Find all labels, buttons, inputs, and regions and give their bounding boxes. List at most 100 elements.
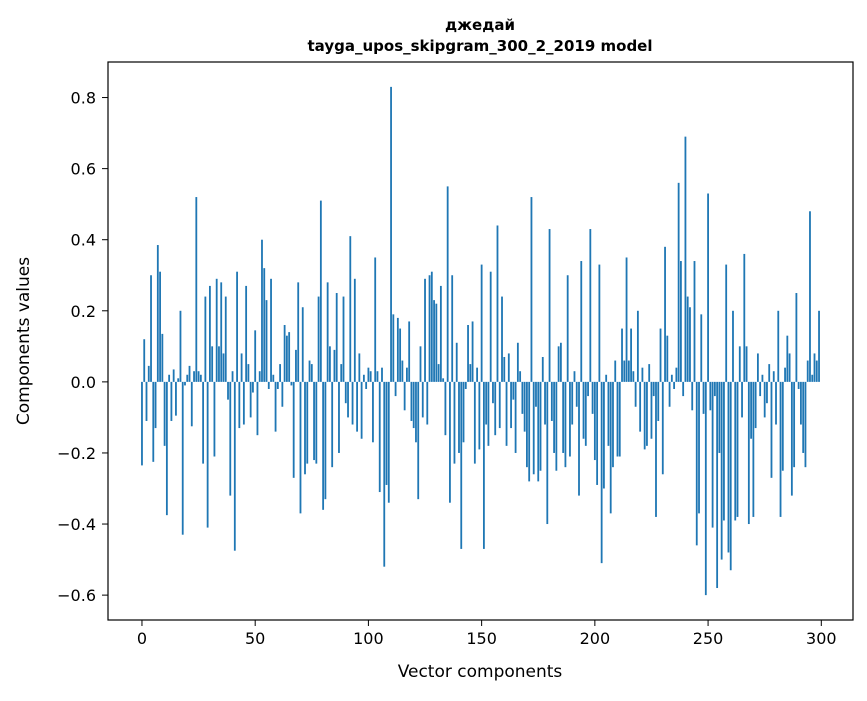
- bar: [471, 321, 474, 382]
- x-tick-label: 250: [693, 629, 724, 648]
- bar: [713, 381, 716, 397]
- bar: [313, 381, 315, 461]
- bar: [222, 353, 225, 382]
- bar: [634, 381, 637, 407]
- bar: [462, 381, 465, 443]
- bar: [247, 364, 250, 382]
- bar: [775, 381, 777, 425]
- bar: [593, 381, 596, 461]
- bar: [338, 381, 340, 453]
- bar: [344, 381, 347, 404]
- bar: [761, 374, 764, 382]
- bar: [684, 136, 687, 382]
- bar: [285, 335, 288, 382]
- bar: [231, 371, 234, 382]
- bar: [372, 381, 374, 443]
- bar: [612, 381, 614, 468]
- x-tick-label: 100: [353, 629, 384, 648]
- bar: [378, 381, 381, 493]
- bar: [659, 328, 662, 382]
- x-tick-label: 300: [806, 629, 837, 648]
- bar: [795, 293, 798, 382]
- bar: [177, 378, 180, 382]
- bar: [145, 381, 148, 421]
- bar: [747, 381, 750, 525]
- bar: [569, 381, 571, 457]
- bar: [571, 381, 574, 425]
- bar: [421, 381, 424, 418]
- bar: [186, 374, 189, 382]
- bar: [211, 346, 214, 382]
- bar: [308, 360, 311, 382]
- bar: [168, 374, 171, 382]
- bar: [732, 310, 734, 382]
- bar: [197, 371, 200, 382]
- bar: [439, 285, 442, 382]
- bar: [741, 381, 743, 418]
- bar: [172, 369, 175, 382]
- chart-title: джедай: [445, 16, 515, 34]
- bar: [163, 381, 166, 446]
- bar: [673, 381, 676, 389]
- x-axis-label: Vector components: [398, 662, 563, 682]
- bar: [625, 257, 628, 382]
- bar: [476, 367, 479, 382]
- bar: [711, 381, 714, 528]
- bar: [582, 381, 585, 439]
- x-tick-label: 150: [466, 629, 497, 648]
- bar: [258, 371, 261, 382]
- bar: [702, 381, 705, 414]
- bar: [233, 381, 236, 551]
- bar: [304, 381, 306, 475]
- bar: [220, 282, 223, 382]
- bar: [650, 381, 653, 439]
- bar: [578, 381, 580, 496]
- bar: [621, 328, 623, 382]
- bar: [693, 261, 696, 382]
- bar: [430, 271, 433, 382]
- bar: [374, 257, 377, 382]
- x-axis-ticks: 0 50 100 150 200 250 300: [137, 620, 837, 648]
- bar: [781, 381, 784, 471]
- bar: [609, 381, 612, 514]
- bar: [539, 381, 542, 471]
- bar: [261, 239, 263, 382]
- bar: [249, 381, 252, 418]
- bar: [288, 332, 291, 382]
- bar: [147, 365, 150, 382]
- bar: [202, 381, 205, 464]
- bar: [770, 381, 773, 478]
- bar: [279, 364, 282, 382]
- bar: [652, 381, 655, 397]
- bar: [510, 381, 512, 429]
- bar: [399, 328, 402, 382]
- bar: [276, 381, 279, 389]
- bar: [156, 245, 159, 382]
- bar: [521, 381, 524, 414]
- bar: [181, 381, 184, 535]
- bar: [227, 381, 229, 400]
- bar: [675, 367, 678, 382]
- chart-subtitle: tayga_upos_skipgram_300_2_2019 model: [308, 37, 653, 55]
- bar: [464, 381, 467, 389]
- bar: [809, 211, 811, 382]
- bar: [392, 314, 395, 382]
- bar: [632, 371, 635, 382]
- bar: [141, 381, 143, 466]
- bar: [738, 346, 741, 382]
- bar: [297, 282, 300, 382]
- y-tick-label: −0.2: [57, 444, 96, 463]
- bar: [224, 296, 227, 382]
- bar: [442, 378, 445, 382]
- bar: [367, 367, 370, 382]
- bar: [745, 346, 748, 382]
- bar: [270, 278, 272, 382]
- bar: [292, 381, 295, 478]
- bar: [503, 356, 506, 382]
- bar: [725, 264, 728, 382]
- bar: [290, 381, 293, 386]
- bar: [401, 360, 404, 382]
- bar: [381, 367, 383, 382]
- bar: [360, 381, 363, 439]
- bar: [213, 381, 216, 457]
